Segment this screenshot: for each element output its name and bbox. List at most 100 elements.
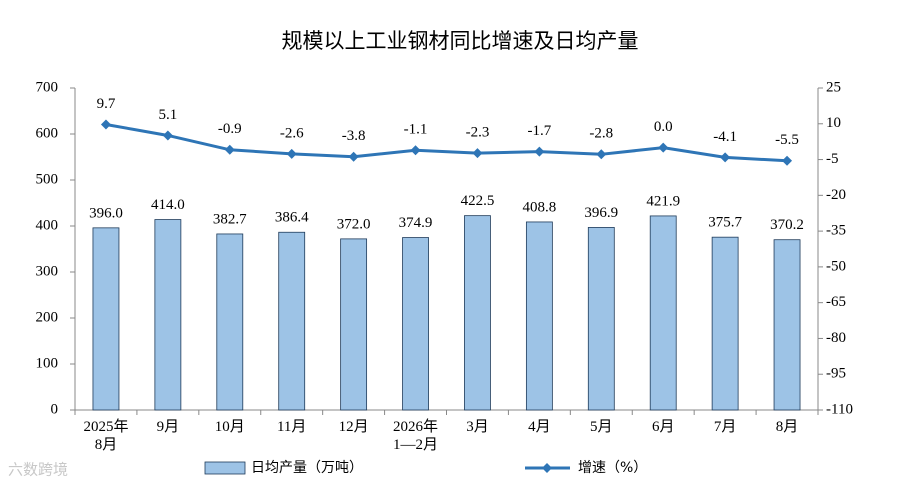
y2-tick-label: -110 xyxy=(826,401,853,417)
x-tick-label: 7月 xyxy=(714,419,737,435)
line-value-label: -5.5 xyxy=(775,132,799,148)
line-value-label: 0.0 xyxy=(654,119,673,135)
bar xyxy=(402,237,429,411)
line-marker xyxy=(534,146,545,157)
x-tick-label: 2025年 8月 xyxy=(83,418,128,453)
bar-value-label: 396.9 xyxy=(584,205,618,221)
bar-value-label: 408.8 xyxy=(523,199,557,215)
line-marker xyxy=(224,144,235,155)
legend-swatch xyxy=(204,461,246,475)
x-tick-label-line: 12月 xyxy=(339,419,369,435)
y2-tick-label: -80 xyxy=(826,330,846,346)
x-tick-label-line: 3月 xyxy=(466,419,489,435)
y-tick-label: 400 xyxy=(36,217,59,233)
bar-value-label: 421.9 xyxy=(646,193,680,209)
x-tick-label-line: 2025年 xyxy=(83,418,128,435)
bar-value-label: 375.7 xyxy=(708,215,742,231)
line-value-label: 9.7 xyxy=(97,96,116,112)
bar xyxy=(216,233,244,411)
line-marker xyxy=(596,149,607,160)
line-value-label: -1.7 xyxy=(528,123,552,139)
x-tick-label-line: 1—2月 xyxy=(393,437,438,453)
line-value-label: -3.8 xyxy=(342,128,366,144)
bar xyxy=(773,239,801,411)
bar-value-label: 382.7 xyxy=(213,211,247,227)
legend-marker xyxy=(542,463,552,473)
line-marker xyxy=(286,148,297,159)
line-value-label: -2.6 xyxy=(280,125,304,141)
y2-tick-label: -95 xyxy=(826,366,846,382)
line-value-label: -1.1 xyxy=(404,122,428,138)
line-marker xyxy=(720,152,731,163)
x-tick-label: 11月 xyxy=(277,419,306,435)
y2-tick-label: -20 xyxy=(826,187,846,203)
chart-title: 规模以上工业钢材同比增速及日均产量 xyxy=(282,29,639,53)
x-tick-label-line: 8月 xyxy=(776,419,799,435)
line-marker xyxy=(410,145,421,156)
line-value-label: 5.1 xyxy=(159,107,178,123)
x-tick-label: 3月 xyxy=(466,419,489,435)
line-marker xyxy=(658,142,669,153)
bar xyxy=(649,215,677,411)
y2-tick-label: -50 xyxy=(826,258,846,274)
bar-value-label: 414.0 xyxy=(151,197,185,213)
y2-tick-label: 10 xyxy=(826,115,841,131)
y-tick-label: 500 xyxy=(36,171,59,187)
x-tick-label: 4月 xyxy=(528,419,551,435)
x-tick-label-line: 5月 xyxy=(590,419,613,435)
bar xyxy=(464,215,491,411)
y-tick-label: 700 xyxy=(36,79,59,95)
x-tick-label-line: 7月 xyxy=(714,419,737,435)
bar-value-label: 370.2 xyxy=(770,217,804,233)
line-marker xyxy=(348,151,359,162)
bar xyxy=(278,231,306,411)
x-tick-label-line: 9月 xyxy=(157,419,180,435)
bar-value-label: 386.4 xyxy=(275,210,309,226)
line-value-label: -2.8 xyxy=(589,126,613,142)
line-marker xyxy=(782,155,793,166)
legend-label: 日均产量（万吨） xyxy=(251,460,363,476)
bar-value-label: 422.5 xyxy=(461,193,495,209)
line-value-label: -4.1 xyxy=(713,129,737,145)
line-marker xyxy=(162,130,173,141)
y2-tick-label: 25 xyxy=(826,79,841,95)
x-tick-label-line: 2026年 xyxy=(393,418,438,435)
y2-tick-label: -65 xyxy=(826,294,846,310)
bar-value-label: 374.9 xyxy=(399,215,433,231)
x-tick-label-line: 6月 xyxy=(652,419,675,435)
x-tick-label-line: 10月 xyxy=(215,419,245,435)
watermark: 六数跨境 xyxy=(8,461,68,479)
line-marker xyxy=(100,119,111,130)
bar xyxy=(92,227,120,411)
x-tick-label: 5月 xyxy=(590,419,613,435)
x-tick-label: 9月 xyxy=(157,419,180,435)
line-marker xyxy=(472,148,483,159)
bar xyxy=(711,236,739,411)
bar xyxy=(154,219,182,411)
y-tick-label: 100 xyxy=(36,355,59,371)
x-tick-label: 6月 xyxy=(652,419,675,435)
y2-tick-label: -35 xyxy=(826,223,846,239)
legend-label: 增速（%） xyxy=(578,460,647,476)
bar xyxy=(340,238,368,411)
line-value-label: -2.3 xyxy=(466,125,490,141)
line xyxy=(105,123,788,163)
y-tick-label: 300 xyxy=(36,263,59,279)
bar xyxy=(525,221,553,411)
x-tick-label-line: 11月 xyxy=(277,419,306,435)
x-tick-label: 12月 xyxy=(339,419,369,435)
y-tick-label: 0 xyxy=(51,401,59,417)
x-tick-label-line: 8月 xyxy=(95,437,118,453)
y-tick-label: 200 xyxy=(36,309,59,325)
bar xyxy=(587,227,615,411)
bar-value-label: 396.0 xyxy=(89,205,123,221)
x-tick-label: 8月 xyxy=(776,419,799,435)
x-tick-label: 10月 xyxy=(215,419,245,435)
bar-value-label: 372.0 xyxy=(337,216,371,232)
line-value-label: -0.9 xyxy=(218,121,242,137)
y2-tick-label: -5 xyxy=(826,151,839,167)
x-tick-label-line: 4月 xyxy=(528,419,551,435)
y-tick-label: 600 xyxy=(36,125,59,141)
x-tick-label: 2026年 1—2月 xyxy=(393,418,438,453)
